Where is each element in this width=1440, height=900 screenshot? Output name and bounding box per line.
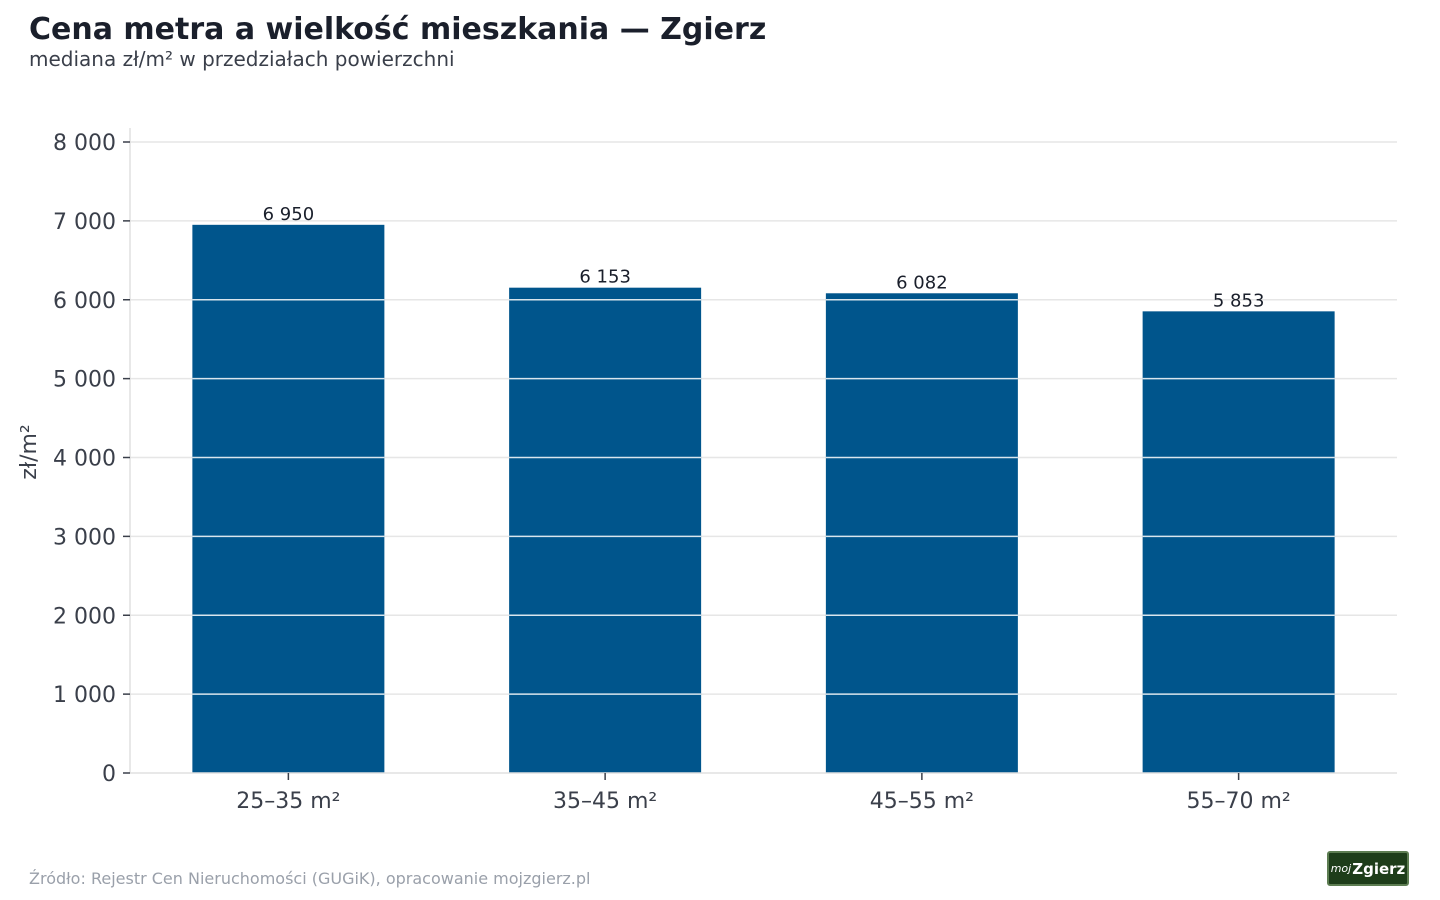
data-label: 6 153 — [579, 267, 631, 288]
logo-prefix: moj — [1330, 862, 1352, 875]
mojzgierz-logo: moj Zgierz — [1327, 851, 1409, 886]
bar — [825, 293, 1018, 773]
bar — [1142, 311, 1335, 773]
source-note: Źródło: Rejestr Cen Nieruchomości (GUGiK… — [29, 869, 591, 888]
x-tick-label: 35–45 m² — [553, 789, 657, 814]
y-tick-label: 0 — [102, 762, 116, 787]
y-tick-label: 4 000 — [53, 447, 116, 472]
y-axis-title: zł/m² — [17, 424, 42, 479]
x-tick-label: 55–70 m² — [1187, 789, 1291, 814]
y-tick-label: 7 000 — [53, 210, 116, 235]
y-tick-label: 2 000 — [53, 604, 116, 629]
data-label: 6 082 — [896, 272, 948, 293]
logo-name: Zgierz — [1352, 859, 1406, 878]
y-tick-label: 3 000 — [53, 525, 116, 550]
data-label: 5 853 — [1213, 290, 1265, 311]
y-tick-label: 5 000 — [53, 368, 116, 393]
chart-subtitle: mediana zł/m² w przedziałach powierzchni — [29, 47, 455, 71]
bar-chart: 6 950 6 153 6 082 5 853 0 1 000 2 000 3 000 4 00… — [17, 128, 1397, 814]
bars — [192, 224, 1335, 774]
y-tick-label: 8 000 — [53, 131, 116, 156]
axes — [123, 128, 1397, 780]
data-label: 6 950 — [263, 204, 315, 225]
x-tick-label: 25–35 m² — [236, 789, 340, 814]
chart-title: Cena metra a wielkość mieszkania — Zgier… — [29, 12, 767, 47]
x-tick-label: 45–55 m² — [870, 789, 974, 814]
y-tick-label: 1 000 — [53, 683, 116, 708]
labels: 6 950 6 153 6 082 5 853 0 1 000 2 000 3 000 4 00… — [53, 131, 1291, 814]
bar — [509, 287, 702, 773]
bar — [192, 224, 385, 774]
y-tick-label: 6 000 — [53, 289, 116, 314]
